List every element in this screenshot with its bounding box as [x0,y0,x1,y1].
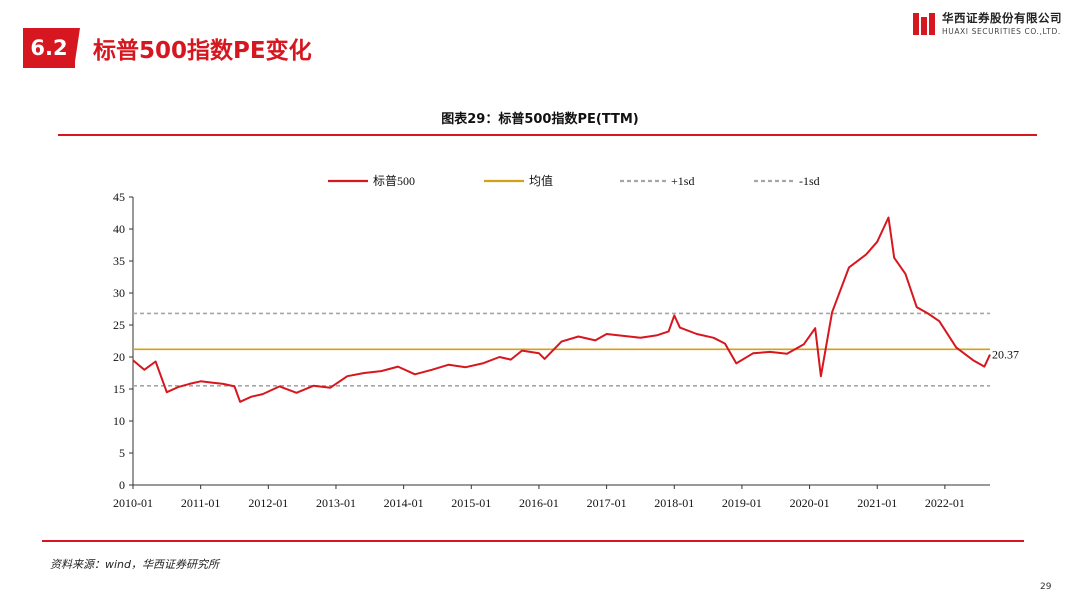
legend-label-0: 标普500 [373,174,415,188]
bottom-divider [42,540,1024,542]
x-tick-label: 2020-01 [790,496,830,510]
x-tick-label: 2022-01 [925,496,965,510]
x-tick-label: 2016-01 [519,496,559,510]
y-tick-label: 40 [113,222,125,236]
x-tick-label: 2011-01 [181,496,221,510]
top-divider [58,134,1037,136]
page-number: 29 [1040,582,1052,592]
x-tick-label: 2019-01 [722,496,762,510]
legend-label-1: 均值 [529,173,553,188]
sp500-pe-series-line [132,216,991,403]
y-tick-label: 30 [113,286,125,300]
x-tick-label: 2014-01 [384,496,424,510]
section-badge-tail [74,28,80,68]
y-tick-label: 15 [113,382,125,396]
page-title: 标普500指数PE变化 [93,38,312,64]
logo-name-en: HUAXI SECURITIES CO.,LTD. [942,27,1061,36]
y-tick-label: 20 [113,350,125,364]
x-tick-label: 2021-01 [857,496,897,510]
y-tick-label: 10 [113,414,125,428]
legend-label-2: +1sd [671,174,694,188]
section-number-badge: 6.2 [23,28,75,68]
y-tick-label: 35 [113,254,125,268]
chart-title: 图表29：标普500指数PE(TTM) [441,112,639,127]
y-tick-label: 5 [119,446,125,460]
x-tick-label: 2015-01 [451,496,491,510]
x-tick-label: 2013-01 [316,496,356,510]
y-tick-label: 45 [113,190,125,204]
huaxi-logo-icon [913,13,935,35]
y-tick-label: 0 [119,478,125,492]
logo-name-cn: 华西证券股份有限公司 [942,11,1062,25]
last-value-label: 20.37 [992,348,1019,362]
x-tick-label: 2012-01 [248,496,288,510]
x-tick-label: 2017-01 [587,496,627,510]
source-note: 资料来源：wind，华西证券研究所 [50,558,220,571]
y-tick-label: 25 [113,318,125,332]
x-tick-label: 2010-01 [113,496,153,510]
company-logo: 华西证券股份有限公司 HUAXI SECURITIES CO.,LTD. [910,8,1075,42]
x-tick-label: 2018-01 [654,496,694,510]
legend-label-3: -1sd [799,174,820,188]
